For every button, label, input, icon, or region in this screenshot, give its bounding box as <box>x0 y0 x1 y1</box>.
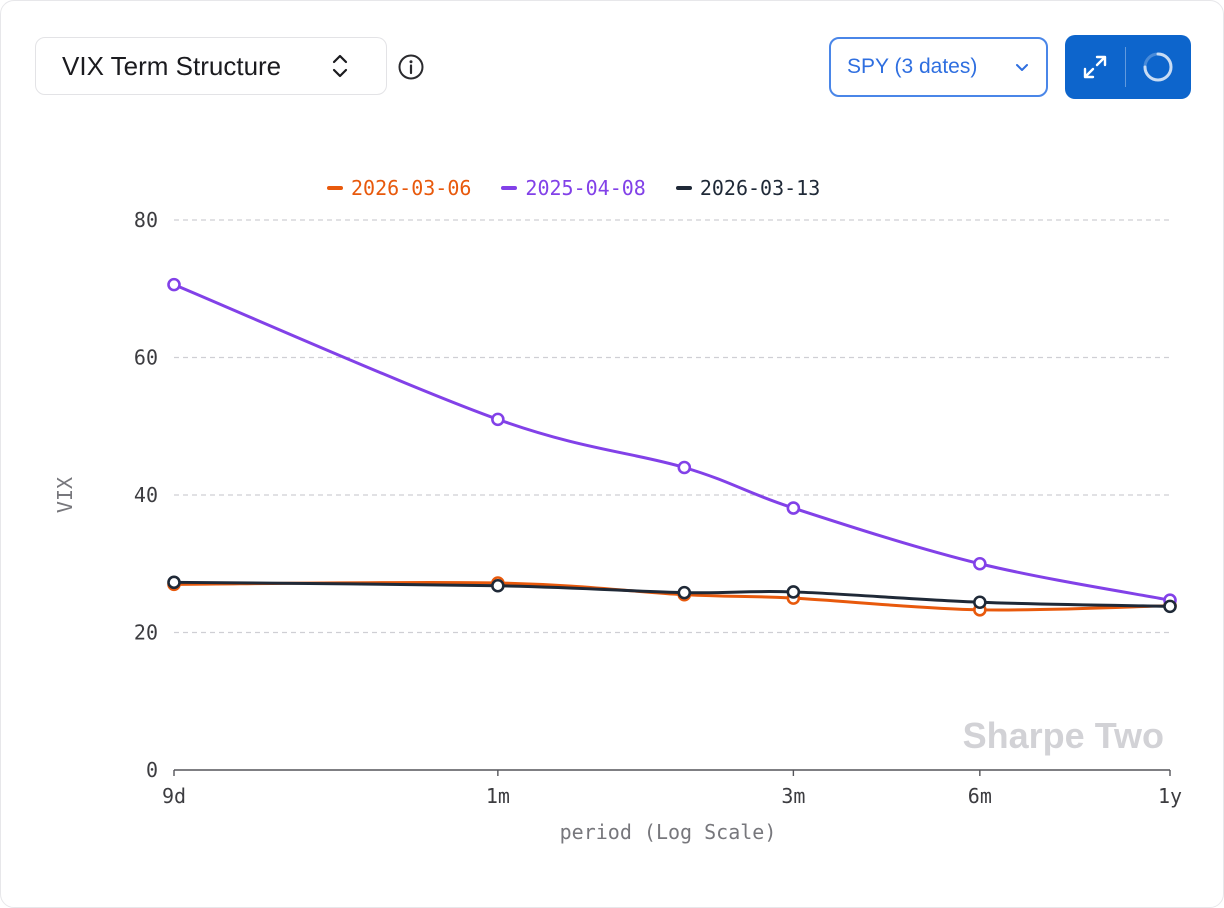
legend-label: 2026-03-06 <box>351 176 472 200</box>
data-point <box>491 578 505 593</box>
legend-label: 2026-03-13 <box>699 176 821 200</box>
x-tick-label: 9d <box>162 784 186 808</box>
data-point <box>167 277 181 292</box>
y-axis-title: VIX <box>53 477 77 513</box>
data-point <box>1163 599 1177 614</box>
x-tick-label: 3m <box>781 784 805 808</box>
x-tick-label: 1y <box>1158 784 1182 808</box>
y-tick-label: 40 <box>134 483 158 507</box>
chart-type-label: VIX Term Structure <box>62 50 282 81</box>
chart-actions <box>1065 35 1191 99</box>
ticker-dates-dropdown[interactable]: SPY (3 dates) <box>829 37 1048 97</box>
x-tick-label: 1m <box>486 784 510 808</box>
data-point <box>491 412 505 427</box>
data-point <box>677 460 692 475</box>
info-icon[interactable] <box>397 53 425 81</box>
expand-button[interactable] <box>1065 35 1125 99</box>
chevron-down-icon <box>1016 64 1028 71</box>
button-divider <box>1125 47 1126 87</box>
data-point <box>973 556 987 571</box>
y-tick-label: 80 <box>134 208 158 232</box>
series-line-2026-03-13 <box>173 580 1171 608</box>
watermark-text: Sharpe Two <box>963 715 1164 756</box>
y-tick-label: 60 <box>134 346 158 370</box>
legend-label: 2025-04-08 <box>525 176 646 200</box>
chart-type-selector[interactable]: VIX Term Structure <box>35 37 387 95</box>
legend-swatch <box>501 186 518 190</box>
refresh-button[interactable] <box>1126 35 1190 99</box>
updown-chevron-icon <box>332 54 348 78</box>
x-axis-title: period (Log Scale) <box>560 820 777 844</box>
y-tick-label: 20 <box>134 621 158 645</box>
data-point <box>973 595 987 610</box>
data-point <box>786 501 801 515</box>
legend-item-2025-04-08[interactable]: 2025-04-08 <box>501 176 646 200</box>
series-line-2025-04-08 <box>173 283 1171 602</box>
data-point <box>786 585 801 599</box>
y-tick-label: 0 <box>146 758 158 782</box>
legend-item-2026-03-13[interactable]: 2026-03-13 <box>675 176 821 200</box>
loading-spinner-icon <box>1143 52 1173 82</box>
ticker-dates-label: SPY (3 dates) <box>847 55 978 78</box>
data-point <box>677 585 692 600</box>
series-line-2026-03-06 <box>173 580 1171 612</box>
x-tick-label: 6m <box>968 784 992 808</box>
data-point <box>167 575 181 590</box>
expand-icon <box>1083 55 1107 79</box>
legend-swatch <box>675 186 692 190</box>
chart-legend: 2026-03-06 2025-04-08 2026-03-13 <box>327 176 820 200</box>
legend-swatch <box>327 186 343 190</box>
legend-item-2026-03-06[interactable]: 2026-03-06 <box>327 176 471 200</box>
